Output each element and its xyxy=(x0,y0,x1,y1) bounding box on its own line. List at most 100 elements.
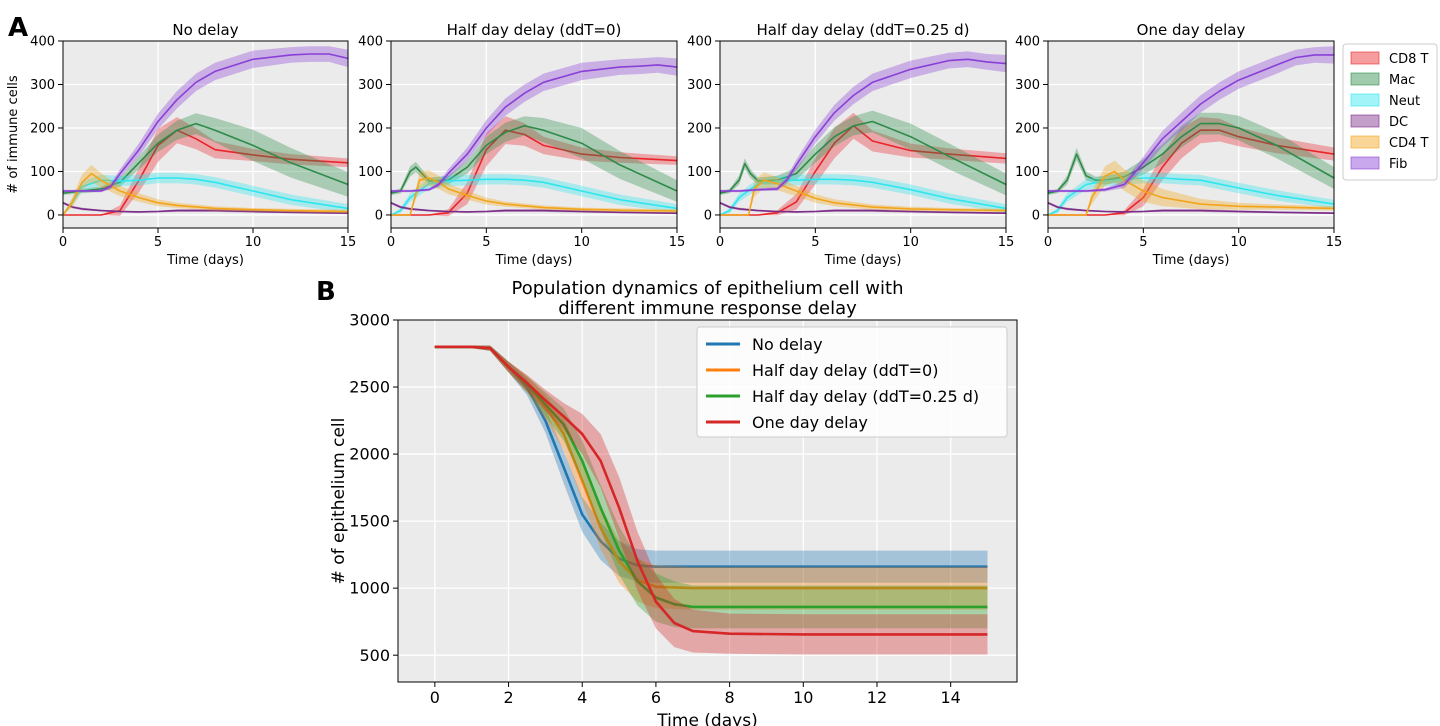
legend-swatch xyxy=(1350,114,1380,128)
legend-label: Fib xyxy=(1389,157,1407,172)
x-tick-label: 12 xyxy=(867,688,887,707)
legend-label: CD8 T xyxy=(1389,52,1428,67)
band-mac xyxy=(720,110,1006,196)
line-mac xyxy=(1047,122,1335,194)
x-axis-label: Time (days) xyxy=(824,253,902,268)
y-tick-label: 100 xyxy=(30,165,55,180)
plot-area xyxy=(391,41,677,228)
line-dc xyxy=(390,202,678,214)
chart-title: Population dynamics of epithelium cell w… xyxy=(511,278,903,299)
y-tick-label: 400 xyxy=(358,35,383,50)
chart-title: One day delay xyxy=(1137,21,1246,39)
plot-frame xyxy=(1047,40,1335,229)
line-fib xyxy=(1048,54,1334,192)
band-mac xyxy=(391,116,677,202)
legend-swatch xyxy=(1350,135,1380,149)
line-dc xyxy=(62,202,349,214)
x-tick-label: 10 xyxy=(793,688,813,707)
x-axis-label: Time (days) xyxy=(495,253,573,268)
y-tick-label: 0 xyxy=(375,209,383,224)
legend-label: Half day delay (ddT=0) xyxy=(752,361,938,380)
x-tick-label: 0 xyxy=(430,688,440,707)
line-neut xyxy=(390,178,678,216)
line-cd8-t xyxy=(391,129,678,216)
band-dc xyxy=(1048,201,1334,215)
line-cd8-t xyxy=(63,129,349,216)
panel-label-b: B xyxy=(316,277,336,307)
band-cd4-t xyxy=(63,164,348,215)
chart-2: 0 5 10 15 0 100 200 300 400 Time (days) Half day d… xyxy=(687,21,1014,268)
y-tick-label: 0 xyxy=(704,209,712,224)
y-tick-label: 1000 xyxy=(349,579,390,598)
band-neut xyxy=(1048,172,1334,215)
x-axis-label: Time (days) xyxy=(1152,253,1230,268)
y-tick-label: 3000 xyxy=(349,311,390,330)
chart-title: different immune response delay xyxy=(558,298,857,319)
y-tick-label: 200 xyxy=(358,122,383,137)
band-half-day-delay-ddt-0-25-d- xyxy=(434,345,988,629)
y-tick-label: 400 xyxy=(1015,35,1040,50)
band-dc xyxy=(391,201,677,215)
plot-frame xyxy=(390,40,678,229)
y-tick-label: 100 xyxy=(687,165,712,180)
band-neut xyxy=(391,174,677,215)
legend-swatch xyxy=(1350,93,1380,107)
x-tick-label: 4 xyxy=(577,688,587,707)
x-tick-label: 5 xyxy=(811,235,819,250)
band-half-day-delay-ddt-0- xyxy=(434,345,988,610)
x-axis-label: Time (days) xyxy=(656,711,757,726)
y-tick-label: 500 xyxy=(359,646,390,665)
y-tick-label: 300 xyxy=(1015,78,1040,93)
panel-label-a: A xyxy=(8,13,28,43)
x-tick-label: 6 xyxy=(651,688,661,707)
y-tick-label: 0 xyxy=(1032,209,1040,224)
line-fib xyxy=(63,53,349,192)
y-tick-label: 0 xyxy=(47,209,55,224)
line-neut xyxy=(719,178,1007,216)
band-mac xyxy=(1048,112,1334,195)
y-tick-label: 100 xyxy=(358,165,383,180)
x-tick-label: 0 xyxy=(387,235,395,250)
x-tick-label: 0 xyxy=(59,235,67,250)
y-tick-label: 300 xyxy=(30,78,55,93)
line-dc xyxy=(1047,202,1335,214)
line-cd4-t xyxy=(720,179,1007,216)
line-cd4-t xyxy=(62,172,349,216)
x-tick-label: 0 xyxy=(1044,235,1052,250)
line-mac xyxy=(719,120,1007,194)
line-neut xyxy=(1047,177,1335,216)
y-tick-label: 2500 xyxy=(349,378,390,397)
chart-3: 0 5 10 15 0 100 200 300 400 Time (days) One day de… xyxy=(1015,21,1342,268)
x-tick-label: 10 xyxy=(245,235,262,250)
band-fib xyxy=(720,51,1006,193)
legend-swatch xyxy=(1350,51,1380,65)
x-tick-label: 10 xyxy=(902,235,919,250)
legend-swatch xyxy=(1350,156,1380,170)
x-tick-label: 5 xyxy=(482,235,490,250)
line-cd8-t xyxy=(720,125,1007,216)
legend-b-frame xyxy=(696,326,1008,438)
band-neut xyxy=(720,174,1006,215)
y-axis-label: # of immune cells xyxy=(6,75,21,194)
band-cd8-t xyxy=(391,116,677,217)
x-axis-label: Time (days) xyxy=(166,253,244,268)
y-tick-label: 300 xyxy=(358,78,383,93)
x-tick-label: 2 xyxy=(503,688,513,707)
x-tick-label: 8 xyxy=(725,688,735,707)
line-cd4-t xyxy=(391,177,678,216)
y-axis-label: # of epithelium cell xyxy=(329,418,349,585)
plot-area xyxy=(720,41,1006,228)
band-no-delay xyxy=(434,345,988,583)
band-cd8-t xyxy=(63,117,348,216)
y-tick-label: 2000 xyxy=(349,445,390,464)
line-dc xyxy=(719,202,1007,214)
y-tick-label: 200 xyxy=(687,122,712,137)
x-tick-label: 5 xyxy=(1139,235,1147,250)
legend-a: CD8 T Mac Neut DC CD4 T Fib xyxy=(1342,43,1438,181)
chart-0: 0 5 10 15 0 100 200 300 400 Time (days) # of immun… xyxy=(6,21,356,268)
y-tick-label: 200 xyxy=(1015,122,1040,137)
chart-title: Half day delay (ddT=0) xyxy=(447,21,622,39)
line-mac xyxy=(390,125,678,194)
y-tick-label: 100 xyxy=(1015,165,1040,180)
